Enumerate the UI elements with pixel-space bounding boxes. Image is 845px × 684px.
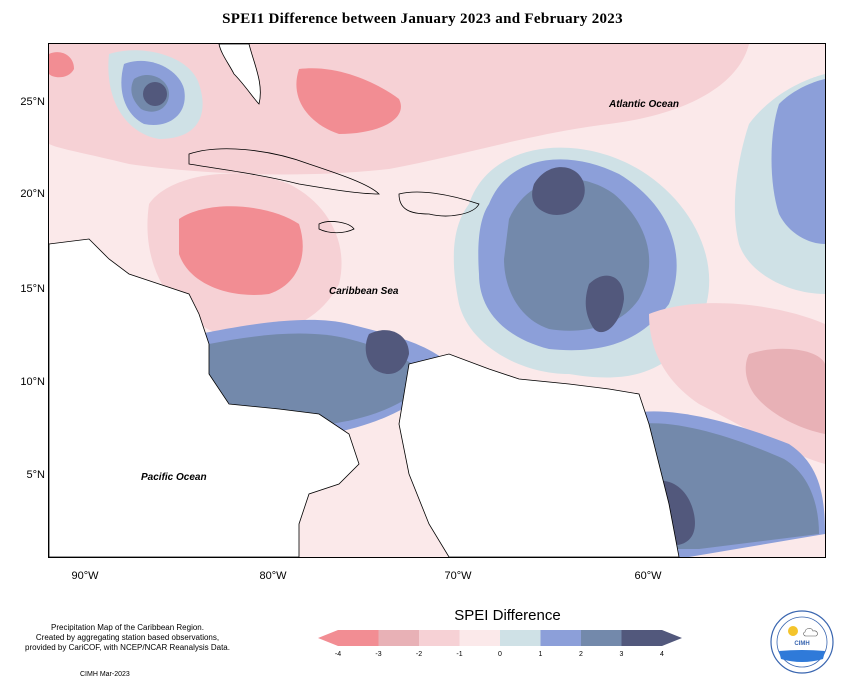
legend-swatch — [500, 630, 541, 646]
south-america-land — [398, 353, 680, 557]
sun-icon — [788, 626, 798, 636]
map-frame: Atlantic Ocean Caribbean Sea Pacific Oce… — [48, 43, 826, 558]
florida-land — [218, 44, 261, 105]
lat-label: 5°N — [26, 469, 45, 481]
logo-text: CIMH — [794, 641, 809, 647]
water-icon — [779, 650, 825, 662]
lon-label: 70°W — [444, 570, 472, 582]
legend-title: SPEI Difference — [454, 607, 561, 624]
legend-swatch — [581, 630, 622, 646]
lon-label: 90°W — [71, 570, 99, 582]
lat-label: 25°N — [20, 96, 45, 108]
cloud-icon — [803, 628, 818, 637]
cuba-outline — [188, 148, 380, 195]
legend-swatch — [540, 630, 581, 646]
lon-label: 60°W — [634, 570, 662, 582]
caribbean-label: Caribbean Sea — [329, 286, 399, 297]
legend-swatch — [378, 630, 419, 646]
lat-label: 15°N — [20, 283, 45, 295]
map-title: SPEI1 Difference between January 2023 an… — [222, 11, 623, 27]
central-america-land — [49, 238, 360, 557]
credit-line: provided by CariCOF, with NCEP/NCAR Rean… — [25, 643, 230, 652]
lat-label: 20°N — [20, 188, 45, 200]
credit-line: Precipitation Map of the Caribbean Regio… — [51, 623, 204, 632]
legend-tick-label: -4 — [334, 651, 342, 658]
gulf-deficit — [49, 52, 74, 78]
legend-tick-label: -3 — [375, 651, 382, 658]
atlantic-label: Atlantic Ocean — [608, 99, 679, 110]
legend-swatch — [662, 630, 682, 646]
legend-tick-label: -2 — [415, 651, 423, 658]
caribbean-deficit — [179, 206, 303, 295]
bahamas-deficit — [296, 68, 401, 134]
cimh-logo: CIMH — [770, 610, 834, 674]
legend-tick-label: 3 — [619, 651, 624, 658]
credit-text: Precipitation Map of the Caribbean Regio… — [0, 623, 255, 653]
legend-tick-label: 1 — [538, 651, 543, 658]
spei-map: Atlantic Ocean Caribbean Sea Pacific Oce… — [49, 44, 825, 557]
legend-swatch — [318, 630, 338, 646]
hispaniola-outline — [398, 191, 480, 217]
footer-text: CIMH Mar-2023 — [80, 671, 130, 678]
legend-swatch — [419, 630, 460, 646]
legend-tick-label: 2 — [579, 651, 583, 658]
pacific-label: Pacific Ocean — [141, 472, 207, 483]
legend-tick-label: 0 — [498, 651, 502, 658]
lon-label: 80°W — [259, 570, 287, 582]
legend-swatch — [459, 630, 500, 646]
legend-tick-label: -1 — [456, 651, 463, 658]
east-atlantic-wet — [771, 79, 825, 244]
legend-colorbar — [318, 630, 682, 646]
legend-swatch — [338, 630, 379, 646]
lat-label: 10°N — [20, 376, 45, 388]
credit-line: Created by aggregating station based obs… — [35, 633, 220, 642]
legend-swatch — [621, 630, 662, 646]
legend-tick-label: 4 — [660, 651, 664, 658]
